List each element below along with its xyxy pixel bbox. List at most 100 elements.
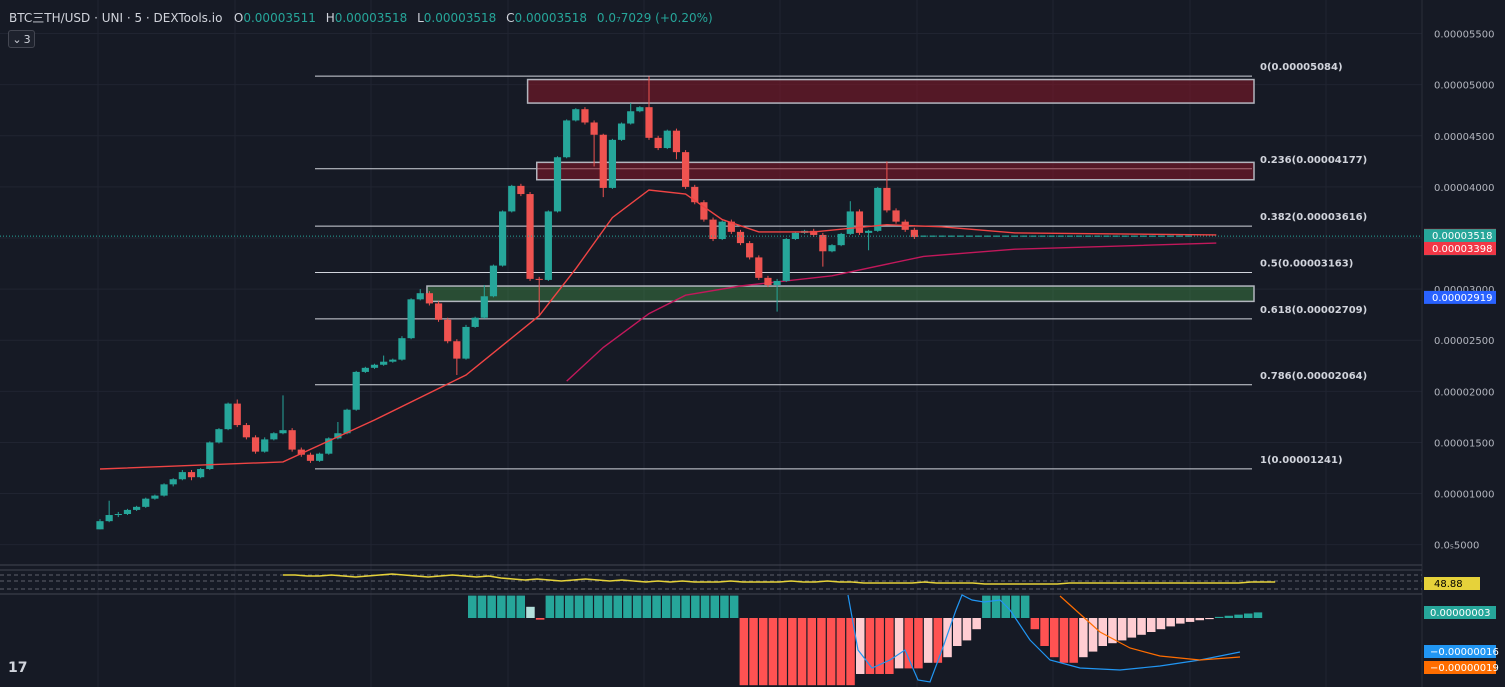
macd-histogram-bar	[1059, 618, 1069, 663]
candle-body	[471, 317, 479, 327]
macd-histogram-bar	[594, 595, 603, 618]
candle	[581, 107, 589, 125]
macd-histogram-bar	[846, 618, 855, 686]
candle-body	[846, 211, 854, 234]
candle-body	[462, 326, 470, 359]
fib-level-label: 0.236(0.00004177)	[1260, 155, 1367, 166]
macd-histogram-bar	[749, 618, 758, 686]
candle	[709, 217, 717, 242]
candle	[810, 228, 818, 237]
candle	[892, 208, 900, 224]
y-tick-label: 0.00005000	[1434, 81, 1494, 92]
candle-body	[865, 230, 873, 233]
candle-body	[499, 211, 507, 266]
candle-body	[910, 229, 918, 237]
candle	[736, 229, 745, 246]
candle	[352, 370, 360, 411]
candle-body	[727, 221, 735, 232]
candle-body	[261, 439, 269, 452]
candle	[187, 470, 196, 481]
macd-histogram-bar	[953, 618, 962, 646]
macd-histogram-bar	[1001, 595, 1010, 618]
candle	[526, 192, 534, 281]
macd-histogram-bar	[1147, 618, 1156, 632]
macd-histogram-bar	[468, 595, 477, 618]
price-tag-label: 0.00002919	[1432, 293, 1492, 304]
macd-histogram-bar	[894, 618, 904, 669]
candle	[160, 483, 168, 497]
macd-histogram-bar	[856, 618, 865, 674]
macd-histogram-bar	[1127, 618, 1137, 638]
macd-histogram-bar	[506, 595, 516, 618]
candle	[316, 452, 324, 462]
macd-histogram-bar	[1253, 612, 1263, 618]
macd-histogram-bar	[904, 618, 913, 669]
tradingview-logo-icon[interactable]: 17	[8, 660, 28, 676]
candle-body	[883, 187, 891, 211]
macd-histogram-bar	[1069, 618, 1078, 663]
macd-signal-value-label: −0.00000019	[1430, 663, 1499, 674]
candle-body	[453, 341, 461, 359]
macd-histogram-bar	[739, 618, 749, 686]
indicators-toggle-button[interactable]: ⌄ 3	[8, 30, 35, 48]
candle	[563, 119, 571, 159]
symbol-title[interactable]: BTC三TH/USD · UNI · 5 · DEXTools.io	[9, 11, 223, 25]
candle	[535, 276, 543, 315]
macd-signal-value-tag	[1424, 661, 1496, 674]
candle	[544, 210, 552, 281]
macd-line	[847, 594, 1241, 683]
macd-histogram-bar	[526, 606, 535, 618]
macd-histogram-bar	[933, 618, 943, 663]
price-tag-label: 0.00003398	[1432, 244, 1492, 255]
candle	[142, 497, 150, 508]
candle	[96, 519, 104, 530]
candle-body	[645, 107, 653, 138]
macd-histogram-bar	[1117, 618, 1127, 641]
candle	[654, 135, 662, 151]
macd-histogram-bar	[826, 618, 836, 686]
y-tick-label: 0.0₅5000	[1434, 541, 1479, 552]
candle-body	[279, 430, 287, 434]
candle	[407, 298, 415, 340]
candle-body	[480, 296, 488, 318]
macd-histogram-bar	[691, 595, 700, 618]
candle-body	[572, 109, 580, 121]
y-tick-label: 0.00002000	[1434, 387, 1494, 398]
candle	[517, 183, 525, 197]
candle-body	[718, 221, 726, 240]
candle	[746, 241, 754, 260]
macd-histogram-bar	[962, 618, 972, 641]
candle-body	[233, 403, 241, 426]
candle-body	[416, 293, 424, 300]
macd-histogram-bar	[972, 618, 981, 630]
candle-body	[380, 361, 388, 365]
candle-body	[178, 472, 186, 480]
candle	[672, 128, 681, 160]
macd-histogram-bar	[807, 618, 816, 686]
low-label: L	[417, 11, 424, 25]
candle-body	[855, 211, 864, 233]
candle	[828, 244, 836, 253]
macd-histogram-bar	[729, 595, 739, 618]
candle	[773, 278, 781, 312]
candle	[508, 184, 516, 213]
candle-body	[563, 120, 571, 158]
macd-histogram-bar	[1098, 618, 1107, 646]
candle	[645, 76, 653, 140]
fib-level-label: 0(0.00005084)	[1260, 62, 1343, 73]
macd-histogram-bar	[700, 595, 710, 618]
macd-histogram-bar	[991, 595, 1001, 618]
candle-body	[489, 265, 498, 297]
candle	[599, 133, 607, 198]
candle	[764, 275, 772, 288]
macd-histogram-bar	[632, 595, 642, 618]
candle-body	[407, 299, 415, 339]
candle	[874, 186, 882, 232]
y-tick-label: 0.00005500	[1434, 30, 1494, 41]
candle	[343, 408, 351, 435]
candle-body	[325, 438, 333, 454]
candle	[197, 468, 205, 479]
candle-body	[617, 123, 626, 140]
candle-body	[215, 429, 223, 443]
